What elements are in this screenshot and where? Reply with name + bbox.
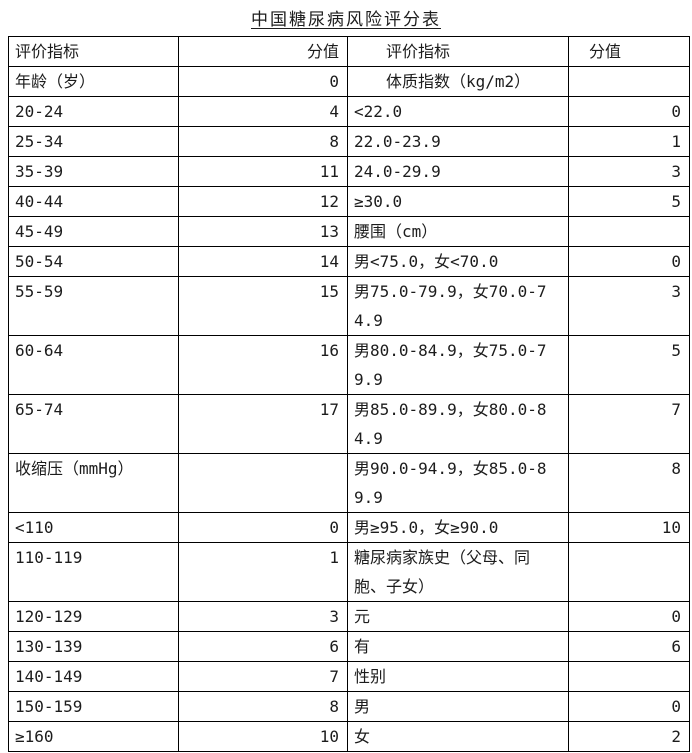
- cell-indicator-right: 腰围（cm）: [347, 216, 569, 247]
- table-row: 45-49 13 腰围（cm）: [8, 216, 690, 247]
- table-row: 20-24 4 <22.0 0: [8, 96, 690, 127]
- cell-indicator-left: 150-159: [8, 691, 179, 722]
- cell-score-right: 8: [568, 453, 690, 513]
- cell-indicator-left: 20-24: [8, 96, 179, 127]
- table-row: 120-129 3 元 0: [8, 601, 690, 632]
- page-title: 中国糖尿病风险评分表: [251, 10, 441, 30]
- cell-score-right: 6: [568, 631, 690, 662]
- header-indicator-left: 评价指标: [8, 36, 179, 67]
- cell-indicator-left: 140-149: [8, 661, 179, 692]
- cell-indicator-right: 男≥95.0，女≥90.0: [347, 512, 569, 543]
- cell-score-right: 0: [568, 601, 690, 632]
- cell-score-left: 3: [178, 601, 348, 632]
- cell-score-left: 4: [178, 96, 348, 127]
- table-row: 收缩压（mmHg） 男90.0-94.9，女85.0-8 9.9 8: [8, 453, 690, 513]
- cell-score-left: 13: [178, 216, 348, 247]
- cell-indicator-right: ≥30.0: [347, 186, 569, 217]
- cell-score-left: 7: [178, 661, 348, 692]
- cell-indicator-left: ≥160: [8, 721, 179, 752]
- cell-score-left: 6: [178, 631, 348, 662]
- cell-indicator-left: 110-119: [8, 542, 179, 602]
- header-score-right: 分值: [568, 36, 690, 67]
- cell-score-left: 1: [178, 542, 348, 602]
- cell-indicator-right: 体质指数（kg/m2）: [347, 66, 569, 97]
- cell-score-right: 0: [568, 96, 690, 127]
- cell-indicator-left: 25-34: [8, 126, 179, 157]
- cell-indicator-left: 年龄（岁）: [8, 66, 179, 97]
- cell-indicator-right: 24.0-29.9: [347, 156, 569, 187]
- cell-indicator-right: 有: [347, 631, 569, 662]
- cell-score-left: [178, 453, 348, 513]
- cell-indicator-right: 性别: [347, 661, 569, 692]
- table-header-row: 评价指标 分值 评价指标 分值: [8, 36, 690, 67]
- cell-indicator-left: <110: [8, 512, 179, 543]
- cell-score-left: 14: [178, 246, 348, 277]
- cell-score-right: 1: [568, 126, 690, 157]
- table-row: 25-34 8 22.0-23.9 1: [8, 126, 690, 157]
- cell-indicator-right: 男90.0-94.9，女85.0-8 9.9: [347, 453, 569, 513]
- cell-indicator-left: 35-39: [8, 156, 179, 187]
- cell-indicator-left: 50-54: [8, 246, 179, 277]
- cell-indicator-left: 40-44: [8, 186, 179, 217]
- cell-score-left: 11: [178, 156, 348, 187]
- cell-indicator-right: 女: [347, 721, 569, 752]
- cell-indicator-left: 65-74: [8, 394, 179, 454]
- cell-indicator-right: 男<75.0，女<70.0: [347, 246, 569, 277]
- cell-indicator-left: 45-49: [8, 216, 179, 247]
- cell-indicator-right: 22.0-23.9: [347, 126, 569, 157]
- cell-indicator-left: 120-129: [8, 601, 179, 632]
- cell-score-left: 17: [178, 394, 348, 454]
- cell-score-left: 16: [178, 335, 348, 395]
- cell-indicator-left: 收缩压（mmHg）: [8, 453, 179, 513]
- cell-score-right: 2: [568, 721, 690, 752]
- cell-score-right: [568, 216, 690, 247]
- cell-score-right: [568, 661, 690, 692]
- cell-indicator-left: 130-139: [8, 631, 179, 662]
- cell-score-right: 5: [568, 335, 690, 395]
- table-row: <110 0 男≥95.0，女≥90.0 10: [8, 512, 690, 543]
- table-row: 65-74 17 男85.0-89.9，女80.0-8 4.9 7: [8, 394, 690, 454]
- cell-score-right: 10: [568, 512, 690, 543]
- cell-score-right: 5: [568, 186, 690, 217]
- cell-score-left: 10: [178, 721, 348, 752]
- table-row: 年龄（岁） 0 体质指数（kg/m2）: [8, 66, 690, 97]
- cell-score-left: 8: [178, 691, 348, 722]
- table-row: ≥160 10 女 2: [8, 721, 690, 752]
- cell-indicator-right: <22.0: [347, 96, 569, 127]
- cell-score-left: 15: [178, 276, 348, 336]
- cell-indicator-right: 元: [347, 601, 569, 632]
- cell-score-left: 8: [178, 126, 348, 157]
- table-row: 55-59 15 男75.0-79.9，女70.0-7 4.9 3: [8, 276, 690, 336]
- header-score-left: 分值: [178, 36, 348, 67]
- cell-score-right: [568, 542, 690, 602]
- table-row: 35-39 11 24.0-29.9 3: [8, 156, 690, 187]
- table-row: 110-119 1 糖尿病家族史（父母、同 胞、子女）: [8, 542, 690, 602]
- table-row: 50-54 14 男<75.0，女<70.0 0: [8, 246, 690, 277]
- table-row: 40-44 12 ≥30.0 5: [8, 186, 690, 217]
- cell-indicator-left: 60-64: [8, 335, 179, 395]
- table-row: 150-159 8 男 0: [8, 691, 690, 722]
- cell-indicator-right: 男85.0-89.9，女80.0-8 4.9: [347, 394, 569, 454]
- cell-score-right: 7: [568, 394, 690, 454]
- cell-score-right: 3: [568, 276, 690, 336]
- cell-indicator-right: 糖尿病家族史（父母、同 胞、子女）: [347, 542, 569, 602]
- cell-indicator-right: 男75.0-79.9，女70.0-7 4.9: [347, 276, 569, 336]
- scoring-table: 评价指标 分值 评价指标 分值 年龄（岁） 0 体质指数（kg/m2） 20-2…: [8, 36, 690, 752]
- cell-score-right: 0: [568, 246, 690, 277]
- cell-score-right: [568, 66, 690, 97]
- cell-score-left: 0: [178, 512, 348, 543]
- cell-indicator-left: 55-59: [8, 276, 179, 336]
- cell-score-right: 3: [568, 156, 690, 187]
- cell-score-left: 0: [178, 66, 348, 97]
- cell-score-right: 0: [568, 691, 690, 722]
- table-row: 130-139 6 有 6: [8, 631, 690, 662]
- header-indicator-right: 评价指标: [347, 36, 569, 67]
- cell-indicator-right: 男: [347, 691, 569, 722]
- cell-indicator-right: 男80.0-84.9，女75.0-7 9.9: [347, 335, 569, 395]
- table-row: 140-149 7 性别: [8, 661, 690, 692]
- cell-score-left: 12: [178, 186, 348, 217]
- table-row: 60-64 16 男80.0-84.9，女75.0-7 9.9 5: [8, 335, 690, 395]
